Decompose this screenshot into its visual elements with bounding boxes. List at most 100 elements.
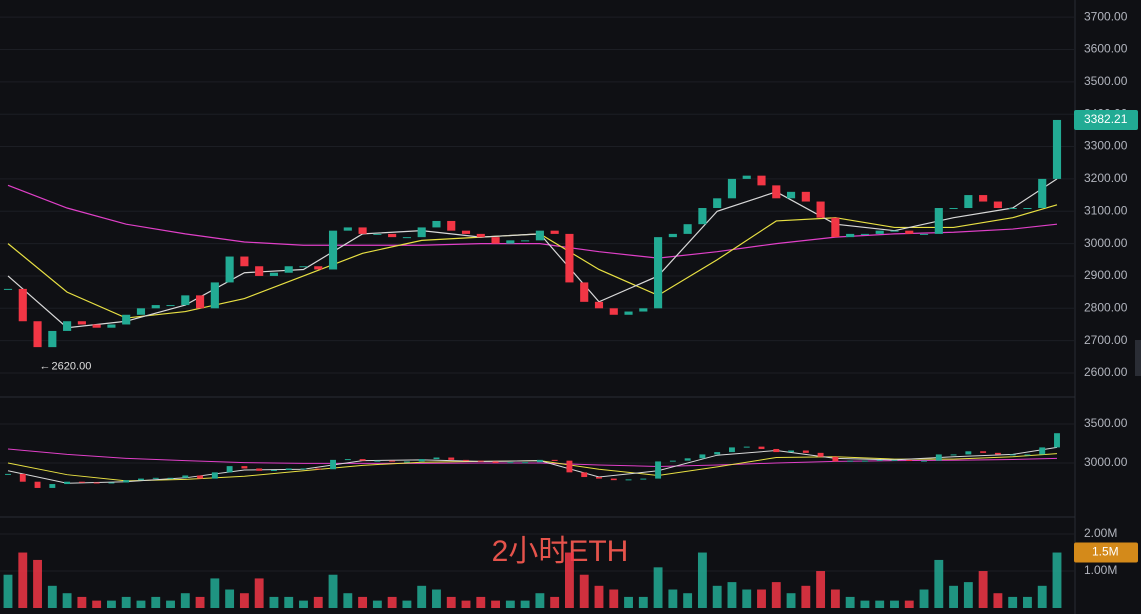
candle (566, 460, 573, 473)
y-tick-label: 2600.00 (1084, 365, 1128, 379)
volume-bar (683, 593, 693, 608)
volume-bar (963, 582, 973, 608)
y-tick-label: 2700.00 (1084, 333, 1128, 347)
candle (610, 478, 617, 481)
volume-tag-label: 1.5M (1092, 545, 1119, 559)
candle (639, 308, 648, 312)
candle (389, 460, 396, 462)
candle (817, 452, 824, 457)
volume-bar (313, 596, 323, 608)
candle (240, 256, 249, 267)
candle (699, 454, 706, 459)
candle (77, 321, 86, 325)
candle (757, 175, 766, 186)
candle (581, 472, 588, 478)
volume-bar (978, 571, 988, 608)
candle (491, 237, 500, 244)
volume-bar (417, 585, 427, 608)
volume-bar (476, 596, 486, 608)
y-tick-label: 2900.00 (1084, 268, 1128, 282)
candle (816, 201, 825, 218)
candle (314, 266, 323, 270)
candle (211, 472, 218, 479)
candle (403, 461, 410, 463)
candle (905, 230, 914, 234)
candle (122, 314, 131, 325)
volume-bar (757, 589, 766, 608)
candle (506, 240, 515, 244)
candle (565, 233, 574, 283)
volume-bar (712, 585, 722, 608)
candle (181, 295, 190, 306)
candle (152, 477, 159, 479)
y-tick-label: 2.00M (1084, 526, 1117, 540)
candle (92, 324, 101, 328)
candle (846, 233, 855, 238)
candle (596, 477, 602, 479)
y-tick-label: 3000.00 (1084, 236, 1128, 250)
candle (477, 460, 484, 462)
volume-bar (106, 600, 116, 608)
volume-bar (1037, 585, 1047, 608)
candle (654, 237, 663, 309)
volume-bar (136, 600, 146, 608)
candle (1009, 454, 1016, 456)
candle (786, 191, 796, 199)
candle (138, 478, 144, 481)
volume-bar (771, 582, 781, 608)
moving-average (7, 184, 1058, 259)
candle (461, 230, 471, 234)
candle (448, 457, 455, 460)
candle (801, 191, 810, 202)
candle (34, 481, 41, 488)
candle (107, 324, 116, 328)
candle (550, 230, 559, 234)
candle (714, 452, 721, 455)
volume-bar (47, 585, 57, 608)
y-tick-label: 3100.00 (1084, 203, 1128, 217)
candle (934, 208, 943, 234)
volume-tag (1074, 542, 1138, 563)
candle (993, 201, 1002, 209)
volume-bar (579, 574, 589, 608)
candle (19, 473, 26, 482)
candle (890, 230, 899, 232)
volume-bar (1023, 596, 1032, 608)
volume-bar (358, 596, 368, 608)
volume-bar (520, 600, 530, 608)
candle (196, 295, 205, 309)
candle (432, 220, 441, 228)
candle (609, 308, 618, 315)
candle (166, 305, 175, 307)
candle (594, 301, 604, 309)
candle (270, 470, 277, 472)
volume-bar (550, 596, 560, 608)
candle (624, 311, 633, 315)
candle (698, 208, 707, 225)
candle (979, 195, 988, 202)
volume-bar (284, 596, 294, 608)
candle (669, 460, 676, 462)
candle (328, 230, 338, 270)
volume-bar (1008, 596, 1018, 608)
candle (935, 454, 942, 461)
candle (402, 237, 411, 239)
volume-bar (343, 593, 353, 608)
candle (727, 178, 737, 199)
y-tick-label: 3500.00 (1084, 74, 1128, 88)
y-tick-label: 3700.00 (1084, 9, 1128, 23)
candle (965, 451, 972, 455)
volume-bar (624, 596, 633, 608)
candle (1039, 447, 1046, 455)
candle (388, 233, 397, 238)
candle (625, 479, 632, 481)
candle (476, 233, 485, 238)
candle (49, 484, 56, 488)
candle (373, 233, 382, 235)
candle (299, 266, 308, 268)
volume-bar (845, 596, 855, 608)
side-handle[interactable] (1135, 340, 1141, 376)
candle (683, 224, 692, 234)
